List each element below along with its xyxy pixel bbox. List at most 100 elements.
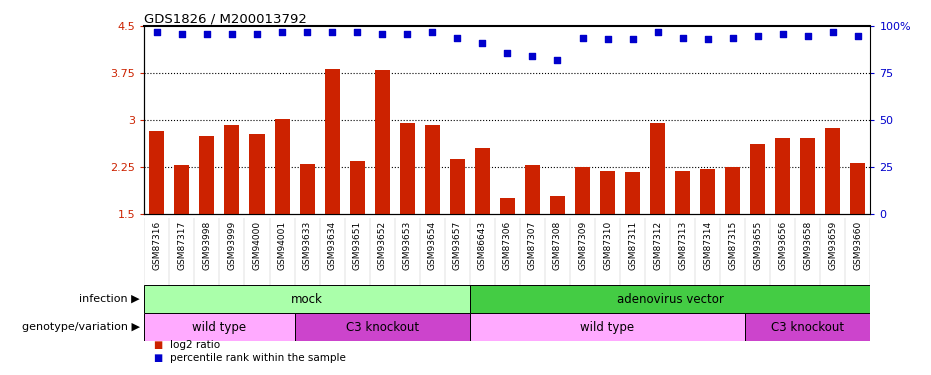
Text: GSM87306: GSM87306 bbox=[503, 221, 512, 270]
Point bbox=[149, 29, 164, 35]
Point bbox=[250, 31, 264, 37]
Text: mock: mock bbox=[291, 292, 323, 306]
Point bbox=[450, 34, 465, 40]
Bar bbox=[350, 160, 365, 214]
Text: GSM93656: GSM93656 bbox=[778, 221, 788, 270]
Text: GSM93651: GSM93651 bbox=[353, 221, 361, 270]
Bar bbox=[725, 167, 740, 214]
Bar bbox=[826, 128, 841, 214]
Bar bbox=[144, 313, 294, 341]
Text: GSM87311: GSM87311 bbox=[628, 221, 637, 270]
Point bbox=[750, 33, 765, 39]
Point bbox=[199, 31, 214, 37]
Point bbox=[575, 34, 590, 40]
Bar bbox=[675, 171, 690, 214]
Text: percentile rank within the sample: percentile rank within the sample bbox=[170, 353, 346, 363]
Text: GSM94000: GSM94000 bbox=[252, 221, 262, 270]
Text: GSM93655: GSM93655 bbox=[753, 221, 762, 270]
Point bbox=[500, 50, 515, 55]
Point bbox=[625, 36, 640, 42]
Bar bbox=[746, 313, 870, 341]
Bar bbox=[850, 162, 866, 214]
Point bbox=[776, 31, 790, 37]
Bar bbox=[750, 144, 765, 214]
Bar bbox=[144, 285, 470, 313]
Text: GSM87317: GSM87317 bbox=[178, 221, 186, 270]
Text: ■: ■ bbox=[154, 353, 163, 363]
Bar bbox=[625, 172, 641, 214]
Text: infection ▶: infection ▶ bbox=[79, 294, 140, 304]
Bar bbox=[250, 134, 264, 214]
Text: GSM87314: GSM87314 bbox=[703, 221, 712, 270]
Point bbox=[826, 29, 841, 35]
Point bbox=[399, 31, 414, 37]
Bar bbox=[450, 159, 465, 214]
Bar bbox=[174, 165, 189, 214]
Text: GSM87316: GSM87316 bbox=[153, 221, 161, 270]
Bar bbox=[470, 313, 746, 341]
Text: wild type: wild type bbox=[581, 321, 635, 334]
Point bbox=[650, 29, 665, 35]
Bar bbox=[600, 171, 615, 214]
Bar bbox=[199, 136, 214, 214]
Bar bbox=[224, 125, 239, 214]
Text: GSM93999: GSM93999 bbox=[227, 221, 236, 270]
Text: GSM93633: GSM93633 bbox=[303, 221, 312, 270]
Text: GSM87310: GSM87310 bbox=[603, 221, 612, 270]
Text: GSM93634: GSM93634 bbox=[328, 221, 337, 270]
Text: GSM93658: GSM93658 bbox=[803, 221, 813, 270]
Bar bbox=[801, 138, 816, 214]
Point bbox=[300, 29, 315, 35]
Bar bbox=[470, 285, 870, 313]
Text: C3 knockout: C3 knockout bbox=[345, 321, 419, 334]
Text: GSM87307: GSM87307 bbox=[528, 221, 537, 270]
Text: GSM87313: GSM87313 bbox=[678, 221, 687, 270]
Text: GSM93657: GSM93657 bbox=[452, 221, 462, 270]
Text: GSM93659: GSM93659 bbox=[829, 221, 837, 270]
Bar bbox=[650, 123, 665, 214]
Point bbox=[700, 36, 715, 42]
Text: ■: ■ bbox=[154, 340, 163, 350]
Point bbox=[224, 31, 239, 37]
Text: log2 ratio: log2 ratio bbox=[170, 340, 221, 350]
Point bbox=[350, 29, 365, 35]
Point bbox=[275, 29, 290, 35]
Text: GSM93660: GSM93660 bbox=[854, 221, 862, 270]
Bar bbox=[425, 125, 439, 214]
Text: GSM86643: GSM86643 bbox=[478, 221, 487, 270]
Bar bbox=[776, 138, 790, 214]
Bar bbox=[575, 167, 590, 214]
Point bbox=[675, 34, 690, 40]
Text: GSM93998: GSM93998 bbox=[202, 221, 211, 270]
Point bbox=[725, 34, 740, 40]
Point bbox=[425, 29, 439, 35]
Bar bbox=[300, 164, 315, 214]
Text: adenovirus vector: adenovirus vector bbox=[616, 292, 723, 306]
Bar bbox=[525, 165, 540, 214]
Text: GSM93653: GSM93653 bbox=[403, 221, 412, 270]
Bar bbox=[550, 196, 565, 214]
Point bbox=[174, 31, 189, 37]
Point bbox=[801, 33, 816, 39]
Bar bbox=[475, 147, 490, 214]
Point bbox=[375, 31, 390, 37]
Point bbox=[525, 53, 540, 59]
Bar bbox=[294, 313, 470, 341]
Point bbox=[550, 57, 565, 63]
Text: GSM87309: GSM87309 bbox=[578, 221, 587, 270]
Text: C3 knockout: C3 knockout bbox=[771, 321, 844, 334]
Bar bbox=[500, 198, 515, 214]
Text: GSM87312: GSM87312 bbox=[654, 221, 662, 270]
Bar bbox=[149, 131, 165, 214]
Text: GSM93652: GSM93652 bbox=[378, 221, 386, 270]
Bar bbox=[325, 69, 340, 214]
Text: wild type: wild type bbox=[193, 321, 247, 334]
Point bbox=[851, 33, 866, 39]
Bar bbox=[275, 119, 290, 214]
Bar bbox=[700, 169, 715, 214]
Text: genotype/variation ▶: genotype/variation ▶ bbox=[21, 322, 140, 332]
Point bbox=[475, 40, 490, 46]
Point bbox=[325, 29, 340, 35]
Text: GSM87308: GSM87308 bbox=[553, 221, 562, 270]
Text: GSM94001: GSM94001 bbox=[277, 221, 287, 270]
